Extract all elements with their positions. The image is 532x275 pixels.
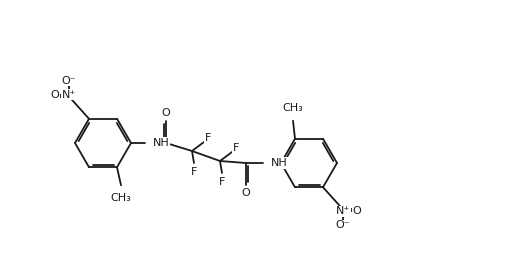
Text: F: F [233,143,239,153]
Text: O: O [51,90,60,100]
Text: O⁻: O⁻ [62,76,76,86]
Text: O⁻: O⁻ [336,220,350,230]
Text: CH₃: CH₃ [282,103,303,113]
Text: F: F [219,177,225,187]
Text: NH: NH [271,158,288,168]
Text: O: O [353,206,361,216]
Text: N⁺: N⁺ [62,90,76,100]
Text: F: F [191,167,197,177]
Text: O: O [242,188,251,198]
Text: NH: NH [153,138,170,148]
Text: N⁺: N⁺ [336,206,350,216]
Text: F: F [205,133,211,143]
Text: O: O [162,108,170,118]
Text: CH₃: CH₃ [111,193,131,203]
